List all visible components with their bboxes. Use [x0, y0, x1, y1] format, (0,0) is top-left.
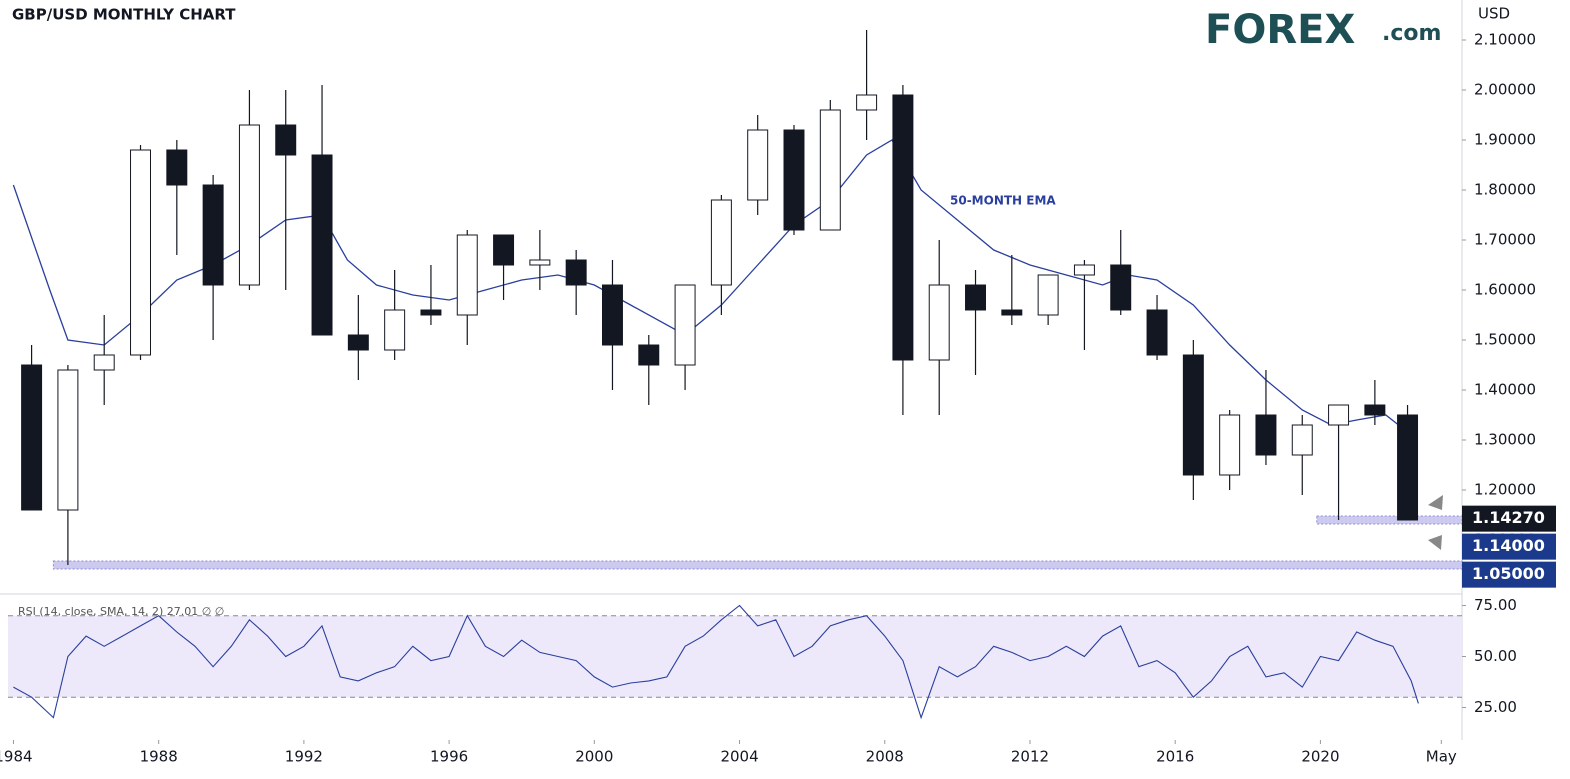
candle-body	[202, 184, 224, 286]
candle-body	[420, 309, 442, 316]
candle-body	[1397, 414, 1419, 521]
rsi-legend: RSI (14, close, SMA, 14, 2) 27.01 ∅ ∅	[18, 605, 224, 618]
x-tick-label: 1988	[140, 748, 178, 766]
y-tick-label: 1.40000	[1474, 381, 1536, 399]
y-tick-label: 1.50000	[1474, 331, 1536, 349]
candle-body	[493, 234, 515, 266]
support-zone	[52, 560, 1463, 570]
logo-suffix: .com	[1382, 21, 1441, 46]
x-tick-label: 2004	[720, 748, 758, 766]
y-tick-label: 25.00	[1474, 698, 1517, 716]
candle-body	[311, 154, 333, 336]
candle-body	[747, 129, 769, 201]
x-tick-label: May	[1426, 748, 1457, 766]
candle-body	[347, 334, 369, 351]
candle-body	[856, 94, 878, 111]
candle-body	[130, 149, 151, 356]
candle-body	[57, 369, 79, 511]
candle-body	[1182, 354, 1204, 476]
candle-body	[1328, 404, 1350, 426]
price-label: 1.14270	[1472, 508, 1545, 527]
y-tick-label: 2.10000	[1474, 31, 1536, 49]
candle-body	[819, 109, 841, 231]
candle-body	[21, 364, 43, 511]
arrow-down	[1428, 535, 1442, 550]
candle-body	[1110, 264, 1132, 311]
price-label-box	[1462, 505, 1556, 532]
candle-body	[783, 129, 805, 231]
ema-label: 50-MONTH EMA	[950, 194, 1056, 208]
candle-body	[928, 284, 950, 361]
x-tick-label: 1996	[430, 748, 468, 766]
price-label-box	[1462, 561, 1556, 588]
y-tick-label: 1.60000	[1474, 281, 1536, 299]
rsi-band	[8, 615, 1462, 698]
candle-body	[1255, 414, 1277, 456]
x-tick-label: 2008	[866, 748, 904, 766]
candle-body	[565, 259, 587, 286]
y-tick-label: 1.90000	[1474, 131, 1536, 149]
x-tick-label: 1992	[285, 748, 323, 766]
candle-body	[965, 284, 987, 311]
y-tick-label: 75.00	[1474, 596, 1517, 614]
y-tick-label: 1.30000	[1474, 431, 1536, 449]
candle-body	[674, 284, 696, 366]
x-tick-label: 2016	[1156, 748, 1194, 766]
candle-body	[238, 124, 260, 286]
candle-body	[1364, 404, 1386, 416]
candle-body	[638, 344, 660, 366]
rsi-line	[13, 604, 1419, 720]
candle-body	[93, 354, 115, 371]
chart-title: GBP/USD MONTHLY CHART	[12, 6, 236, 24]
candle-body	[1037, 274, 1059, 316]
candle-body	[275, 124, 297, 156]
candle-body	[1001, 309, 1023, 316]
candle-body	[456, 234, 478, 316]
x-tick-label: 2000	[575, 748, 613, 766]
candle-body	[710, 199, 732, 286]
price-label-box	[1462, 533, 1556, 560]
candle-body	[1291, 424, 1313, 456]
y-tick-label: 2.00000	[1474, 81, 1536, 99]
candle-body	[1146, 309, 1168, 356]
candle-body	[1219, 414, 1241, 476]
candle-body	[601, 284, 623, 346]
arrow-up	[1428, 495, 1443, 510]
y-tick-label: 1.70000	[1474, 231, 1536, 249]
price-label: 1.05000	[1472, 564, 1545, 583]
candle-body	[892, 94, 914, 361]
candle-body	[1073, 264, 1095, 276]
y-axis-label: USD	[1478, 5, 1510, 23]
y-tick-label: 1.80000	[1474, 181, 1536, 199]
candle-body	[384, 309, 406, 351]
x-tick-label: 2012	[1011, 748, 1049, 766]
x-tick-label: 1984	[0, 748, 33, 766]
price-label: 1.14000	[1472, 536, 1545, 555]
y-tick-label: 50.00	[1474, 647, 1517, 665]
candle-body	[166, 149, 188, 186]
y-tick-label: 1.20000	[1474, 481, 1536, 499]
x-tick-label: 2020	[1301, 748, 1339, 766]
logo: FOREX	[1205, 7, 1355, 53]
candle-body	[529, 259, 551, 266]
